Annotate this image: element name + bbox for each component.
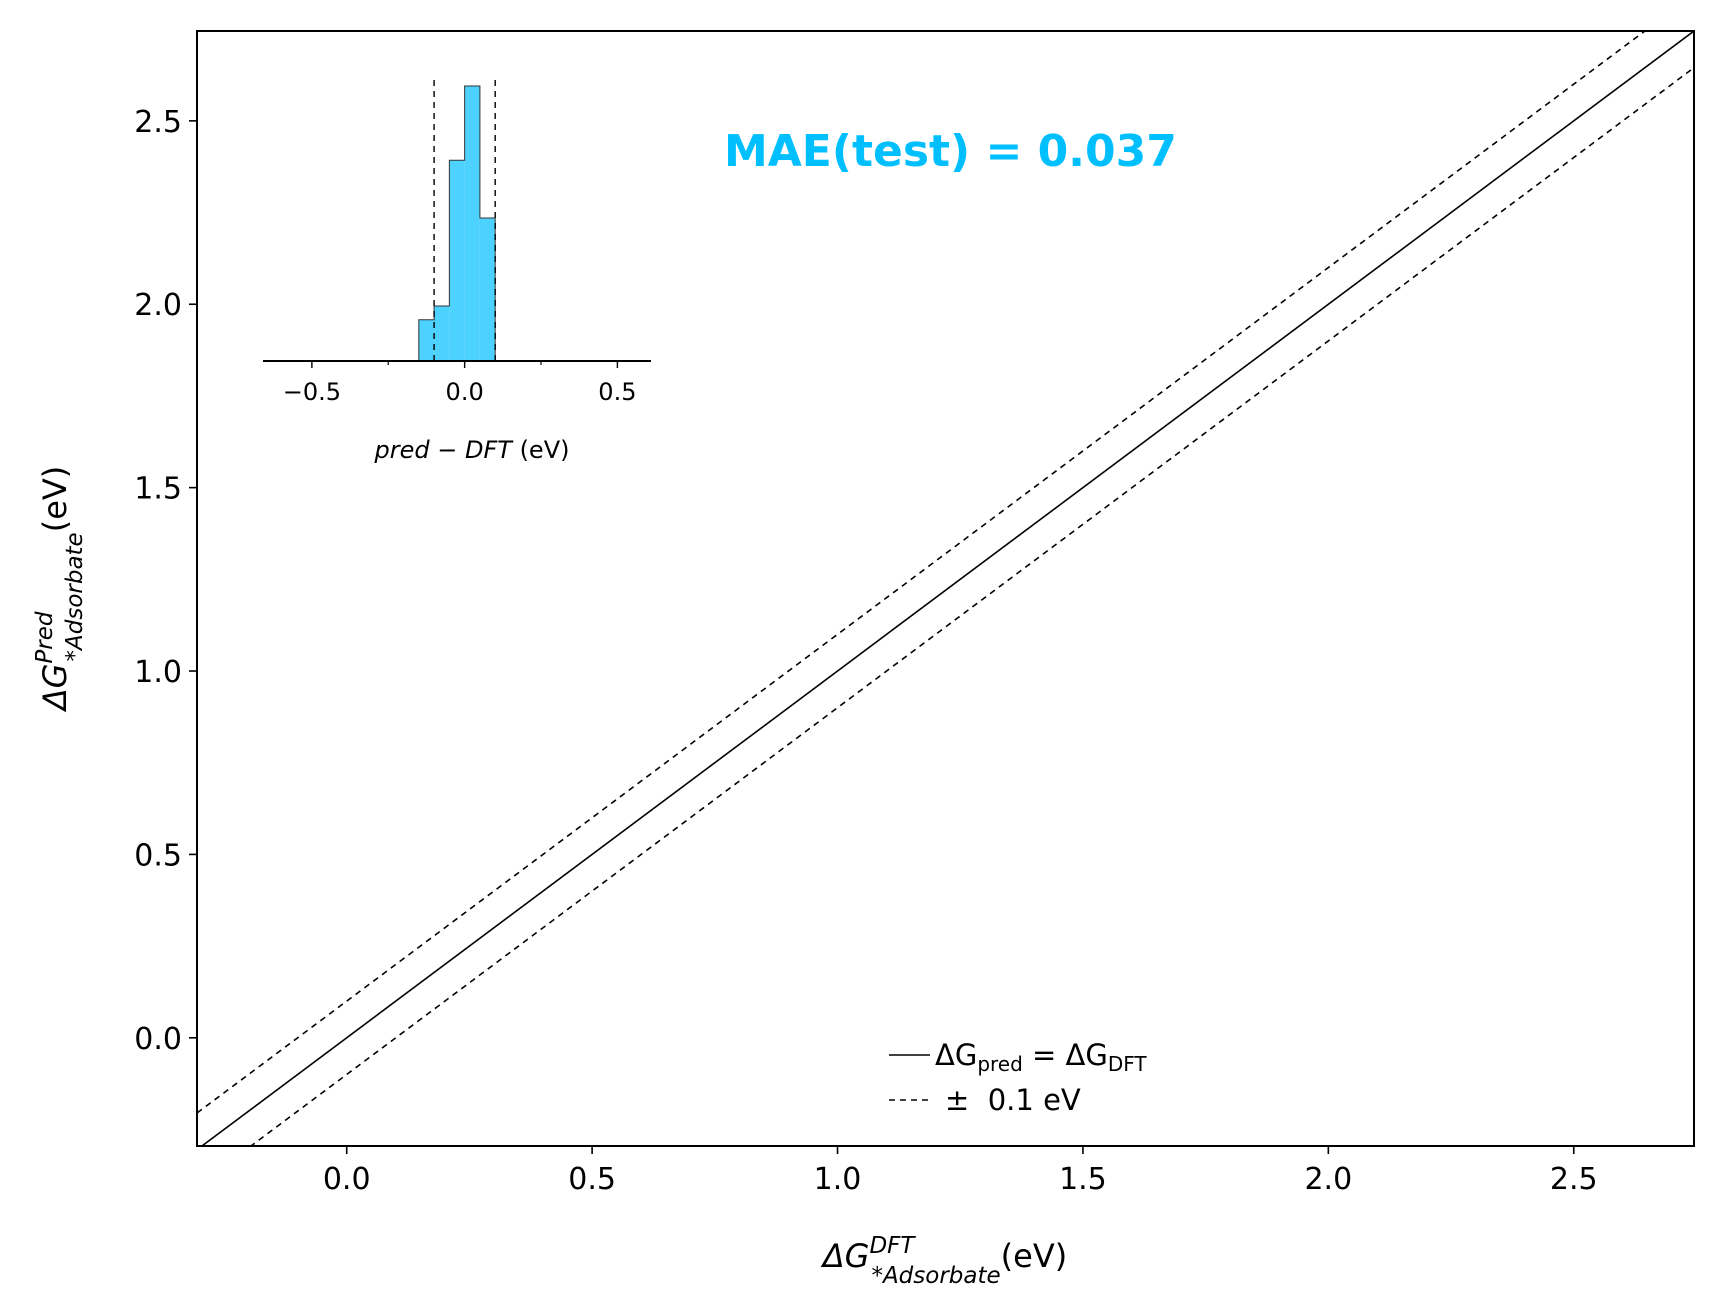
plot-frame (196, 30, 1695, 1147)
inset-bar (464, 86, 480, 361)
x-tick-label: 2.5 (1550, 1162, 1598, 1197)
legend-label-band: ± 0.1 eV (945, 1083, 1081, 1117)
inset-threshold-lines (433, 80, 496, 361)
legend: ΔGpred = ΔGDFT ± 0.1 eV (889, 1038, 1147, 1117)
inset-bar-outline (418, 85, 496, 361)
y-tick-label: 2.5 (134, 105, 182, 140)
inset-tick-label: 0.5 (598, 378, 636, 406)
inset-x-axis-label: pred − DFT (eV) (374, 436, 570, 464)
inset-histogram: −0.5 0.0 0.5 pred − DFT (eV) (263, 80, 651, 464)
inset-tick-label: −0.5 (283, 378, 341, 406)
series-line-1 (197, 31, 1647, 1114)
y-tick-label: 0.0 (134, 1022, 182, 1057)
x-axis-label: ΔGDFT *Adsorbate(eV) (820, 1233, 1067, 1289)
inset-bars (418, 85, 496, 361)
y-tick-label: 1.5 (134, 472, 182, 507)
x-tick-label: 1.5 (1059, 1162, 1107, 1197)
y-axis-label: ΔGPred *Adsorbate(eV) (32, 466, 88, 714)
inset-x-ticks: −0.5 0.0 0.5 (283, 361, 636, 406)
y-tick-label: 2.0 (134, 288, 182, 323)
x-tick-label: 1.0 (814, 1162, 862, 1197)
y-tick-label: 0.5 (134, 838, 182, 873)
series-line-0 (200, 31, 1694, 1146)
inset-bar (449, 160, 465, 361)
inset-bar (434, 306, 450, 361)
legend-label-identity: ΔGpred = ΔGDFT (935, 1038, 1147, 1076)
y-axis-ticks: 0.0 0.5 1.0 1.5 2.0 2.5 (134, 105, 197, 1057)
series-line-2 (249, 67, 1694, 1146)
inset-bar (418, 319, 435, 361)
series-layer (197, 31, 1694, 1146)
x-tick-label: 0.5 (568, 1162, 616, 1197)
x-tick-label: 2.0 (1304, 1162, 1352, 1197)
inset-tick-label: 0.0 (446, 378, 484, 406)
x-tick-label: 0.0 (323, 1162, 371, 1197)
y-tick-label: 1.0 (134, 655, 182, 690)
inset-bar (479, 218, 496, 361)
x-axis-ticks: 0.0 0.5 1.0 1.5 2.0 2.5 (323, 1146, 1598, 1197)
mae-annotation: MAE(test) = 0.037 (724, 126, 1177, 177)
